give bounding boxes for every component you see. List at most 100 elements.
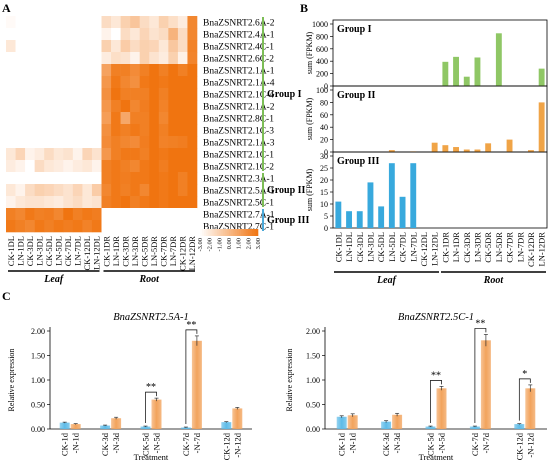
heatmap-col-label: LN-3DR	[130, 236, 140, 267]
heatmap-cell	[63, 220, 74, 233]
heatmap-cell	[101, 196, 112, 209]
color-scale-tick: -2.00	[207, 238, 214, 252]
heatmap-cell	[91, 160, 102, 173]
heatmap-cell	[72, 184, 83, 197]
heatmap-cell	[82, 148, 93, 161]
heatmap-cell	[44, 136, 55, 149]
x-tick-label: -N-7d	[481, 432, 491, 453]
heatmap-cell	[149, 28, 160, 41]
heatmap-cell	[187, 220, 198, 233]
significance-bracket	[185, 329, 198, 425]
heatmap-cell	[177, 136, 188, 149]
group-label: Group II	[267, 185, 306, 196]
heatmap-col-label: LN-1DR	[111, 236, 121, 267]
heatmap-cell	[187, 208, 198, 221]
x-tick-label: CK-1DL	[333, 232, 343, 262]
heatmap-cell	[25, 148, 35, 161]
heatmap-cell	[139, 40, 150, 53]
heatmap-cell	[6, 64, 16, 77]
heatmap-cell	[168, 124, 179, 137]
heatmap-cell	[72, 88, 83, 101]
heatmap-cell	[111, 196, 121, 209]
bar	[140, 426, 151, 429]
heatmap-cell	[149, 160, 160, 173]
heatmap-cell	[25, 88, 35, 101]
y-tick-label: 1000	[312, 20, 328, 29]
heatmap-cell	[130, 64, 140, 77]
heatmap-cell	[168, 136, 179, 149]
heatmap-cell	[72, 112, 83, 125]
heatmap-cell	[15, 148, 26, 161]
heatmap-cell	[158, 76, 169, 89]
heatmap-cell	[6, 184, 16, 197]
heatmap-cell	[149, 208, 160, 221]
heatmap-cell	[139, 28, 150, 41]
heatmap-cell	[82, 76, 93, 89]
x-tick-label: CK-3d	[381, 432, 391, 456]
heatmap-cell	[158, 196, 169, 209]
heatmap-cell	[168, 172, 179, 185]
y-tick-label: 40	[320, 123, 328, 132]
heatmap-cell	[44, 148, 55, 161]
heatmap-cell	[168, 52, 179, 65]
heatmap-cell	[63, 40, 74, 53]
bar	[232, 408, 243, 429]
heatmap-cell	[120, 136, 131, 149]
heatmap-cell	[101, 16, 112, 29]
bar	[506, 139, 513, 152]
heatmap-cell	[168, 76, 179, 89]
heatmap-cell	[34, 148, 45, 161]
heatmap-cell	[187, 136, 198, 149]
heatmap-cell	[15, 184, 26, 197]
heatmap-cell	[44, 172, 55, 185]
heatmap-cell	[111, 88, 121, 101]
heatmap-row-label: BnaZSNRT2.3A-1	[203, 174, 275, 184]
color-scale-tick: -3.00	[197, 238, 204, 252]
heatmap-cell	[15, 100, 26, 113]
tissue-label: Root	[139, 274, 161, 285]
heatmap-cell	[120, 40, 131, 53]
heatmap-cell	[149, 16, 160, 29]
heatmap-cell	[91, 16, 102, 29]
x-tick-label: CK-5d	[426, 432, 436, 456]
color-scale-tick: -1.00	[216, 238, 223, 252]
heatmap-cell	[72, 76, 83, 89]
heatmap-cell	[187, 16, 198, 29]
bar	[538, 102, 545, 152]
heatmap-cell	[6, 124, 16, 137]
bar	[392, 414, 403, 429]
group-label: Group I	[267, 89, 302, 100]
heatmap-cell	[25, 184, 35, 197]
heatmap-row-label: BnaZSNRT2.7C-1	[203, 222, 274, 232]
heatmap-cell	[91, 220, 102, 233]
heatmap-cell	[63, 52, 74, 65]
heatmap-cell	[44, 52, 55, 65]
heatmap-cell	[25, 160, 35, 173]
heatmap-cell	[53, 124, 64, 137]
significance-marker: *	[522, 369, 527, 380]
heatmap-cell	[34, 208, 45, 221]
color-scale-segment	[215, 229, 218, 236]
tissue-label: Leaf	[376, 275, 398, 286]
heatmap-cell	[34, 184, 45, 197]
heatmap-cell	[177, 220, 188, 233]
heatmap-cell	[120, 172, 131, 185]
heatmap-cell	[53, 88, 64, 101]
heatmap-cell	[6, 208, 16, 221]
color-scale-segment	[248, 229, 251, 236]
heatmap-cell	[111, 28, 121, 41]
heatmap-cell	[120, 100, 131, 113]
significance-bracket	[474, 328, 487, 424]
heatmap-cell	[139, 64, 150, 77]
tissue-label: Root	[483, 275, 505, 286]
qpcr-chart-right: BnaZSNRT2.5C-1 0.00 0.50 1.00 1.50 2.00 Relati…	[285, 312, 547, 462]
color-scale-segment	[246, 229, 249, 236]
x-tick-label: CK-5DL	[376, 232, 386, 262]
bar	[495, 33, 502, 86]
y-tick-label: 200	[316, 70, 328, 79]
heatmap-col-label: CK-7DL	[63, 236, 73, 266]
heatmap-cell	[72, 148, 83, 161]
heatmap-cell	[111, 160, 121, 173]
heatmap-cell	[6, 112, 16, 125]
heatmap-cell	[44, 160, 55, 173]
